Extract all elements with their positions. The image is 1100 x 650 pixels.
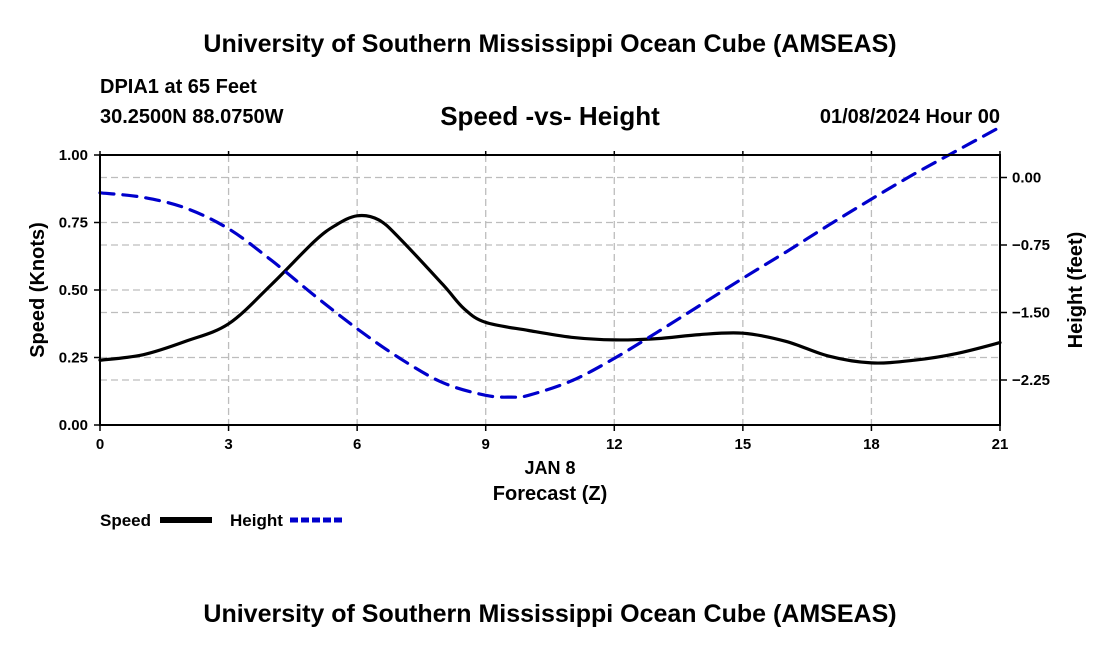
x-tick-label: 6 (353, 436, 361, 453)
legend-speed-label: Speed (100, 511, 151, 530)
y-right-tick-label: −0.75 (1012, 237, 1050, 254)
y-left-tick-label: 0.25 (59, 350, 88, 367)
y-axis-right-title: Height (feet) (1065, 232, 1087, 349)
page-title: University of Southern Mississippi Ocean… (203, 30, 897, 58)
height-series-line (98, 125, 1002, 399)
y-axis-left-title: Speed (Knots) (27, 222, 49, 358)
legend-height-label: Height (230, 511, 283, 530)
station-label: DPIA1 at 65 Feet (100, 76, 257, 98)
x-axis-date-label: JAN 8 (524, 458, 575, 478)
chart-title: Speed -vs- Height (440, 101, 660, 131)
speed-series-line (98, 213, 1002, 365)
coordinates-label: 30.2500N 88.0750W (100, 106, 284, 128)
forecast-datetime: 01/08/2024 Hour 00 (819, 106, 1000, 128)
x-tick-label: 21 (992, 436, 1009, 453)
page-footer-title: University of Southern Mississippi Ocean… (203, 600, 897, 628)
y-left-tick-label: 0.00 (59, 417, 88, 434)
y-right-tick-label: −1.50 (1012, 305, 1050, 322)
y-left-tick-label: 0.75 (59, 215, 88, 232)
axes: 0 3 6 9 12 15 18 21 0.00 0.25 0.50 0.75 1.00 −2.25 −1.… (59, 147, 1050, 453)
y-right-tick-label: 0.00 (1012, 170, 1041, 187)
x-tick-label: 0 (96, 436, 104, 453)
x-axis-title: Forecast (Z) (493, 483, 607, 505)
grid (100, 155, 1000, 425)
x-tick-label: 3 (224, 436, 232, 453)
y-left-tick-label: 1.00 (59, 147, 88, 164)
x-tick-label: 12 (606, 436, 623, 453)
x-tick-label: 15 (735, 436, 752, 453)
y-right-tick-label: −2.25 (1012, 372, 1050, 389)
speed-height-chart: 0 3 6 9 12 15 18 21 0.00 0.25 0.50 0.75 1.00 −2.25 −1.… (27, 125, 1087, 530)
x-tick-label: 9 (482, 436, 490, 453)
x-tick-label: 18 (863, 436, 880, 453)
y-left-tick-label: 0.50 (59, 282, 88, 299)
series-layer (98, 125, 1002, 399)
legend: Speed Height (100, 511, 342, 530)
